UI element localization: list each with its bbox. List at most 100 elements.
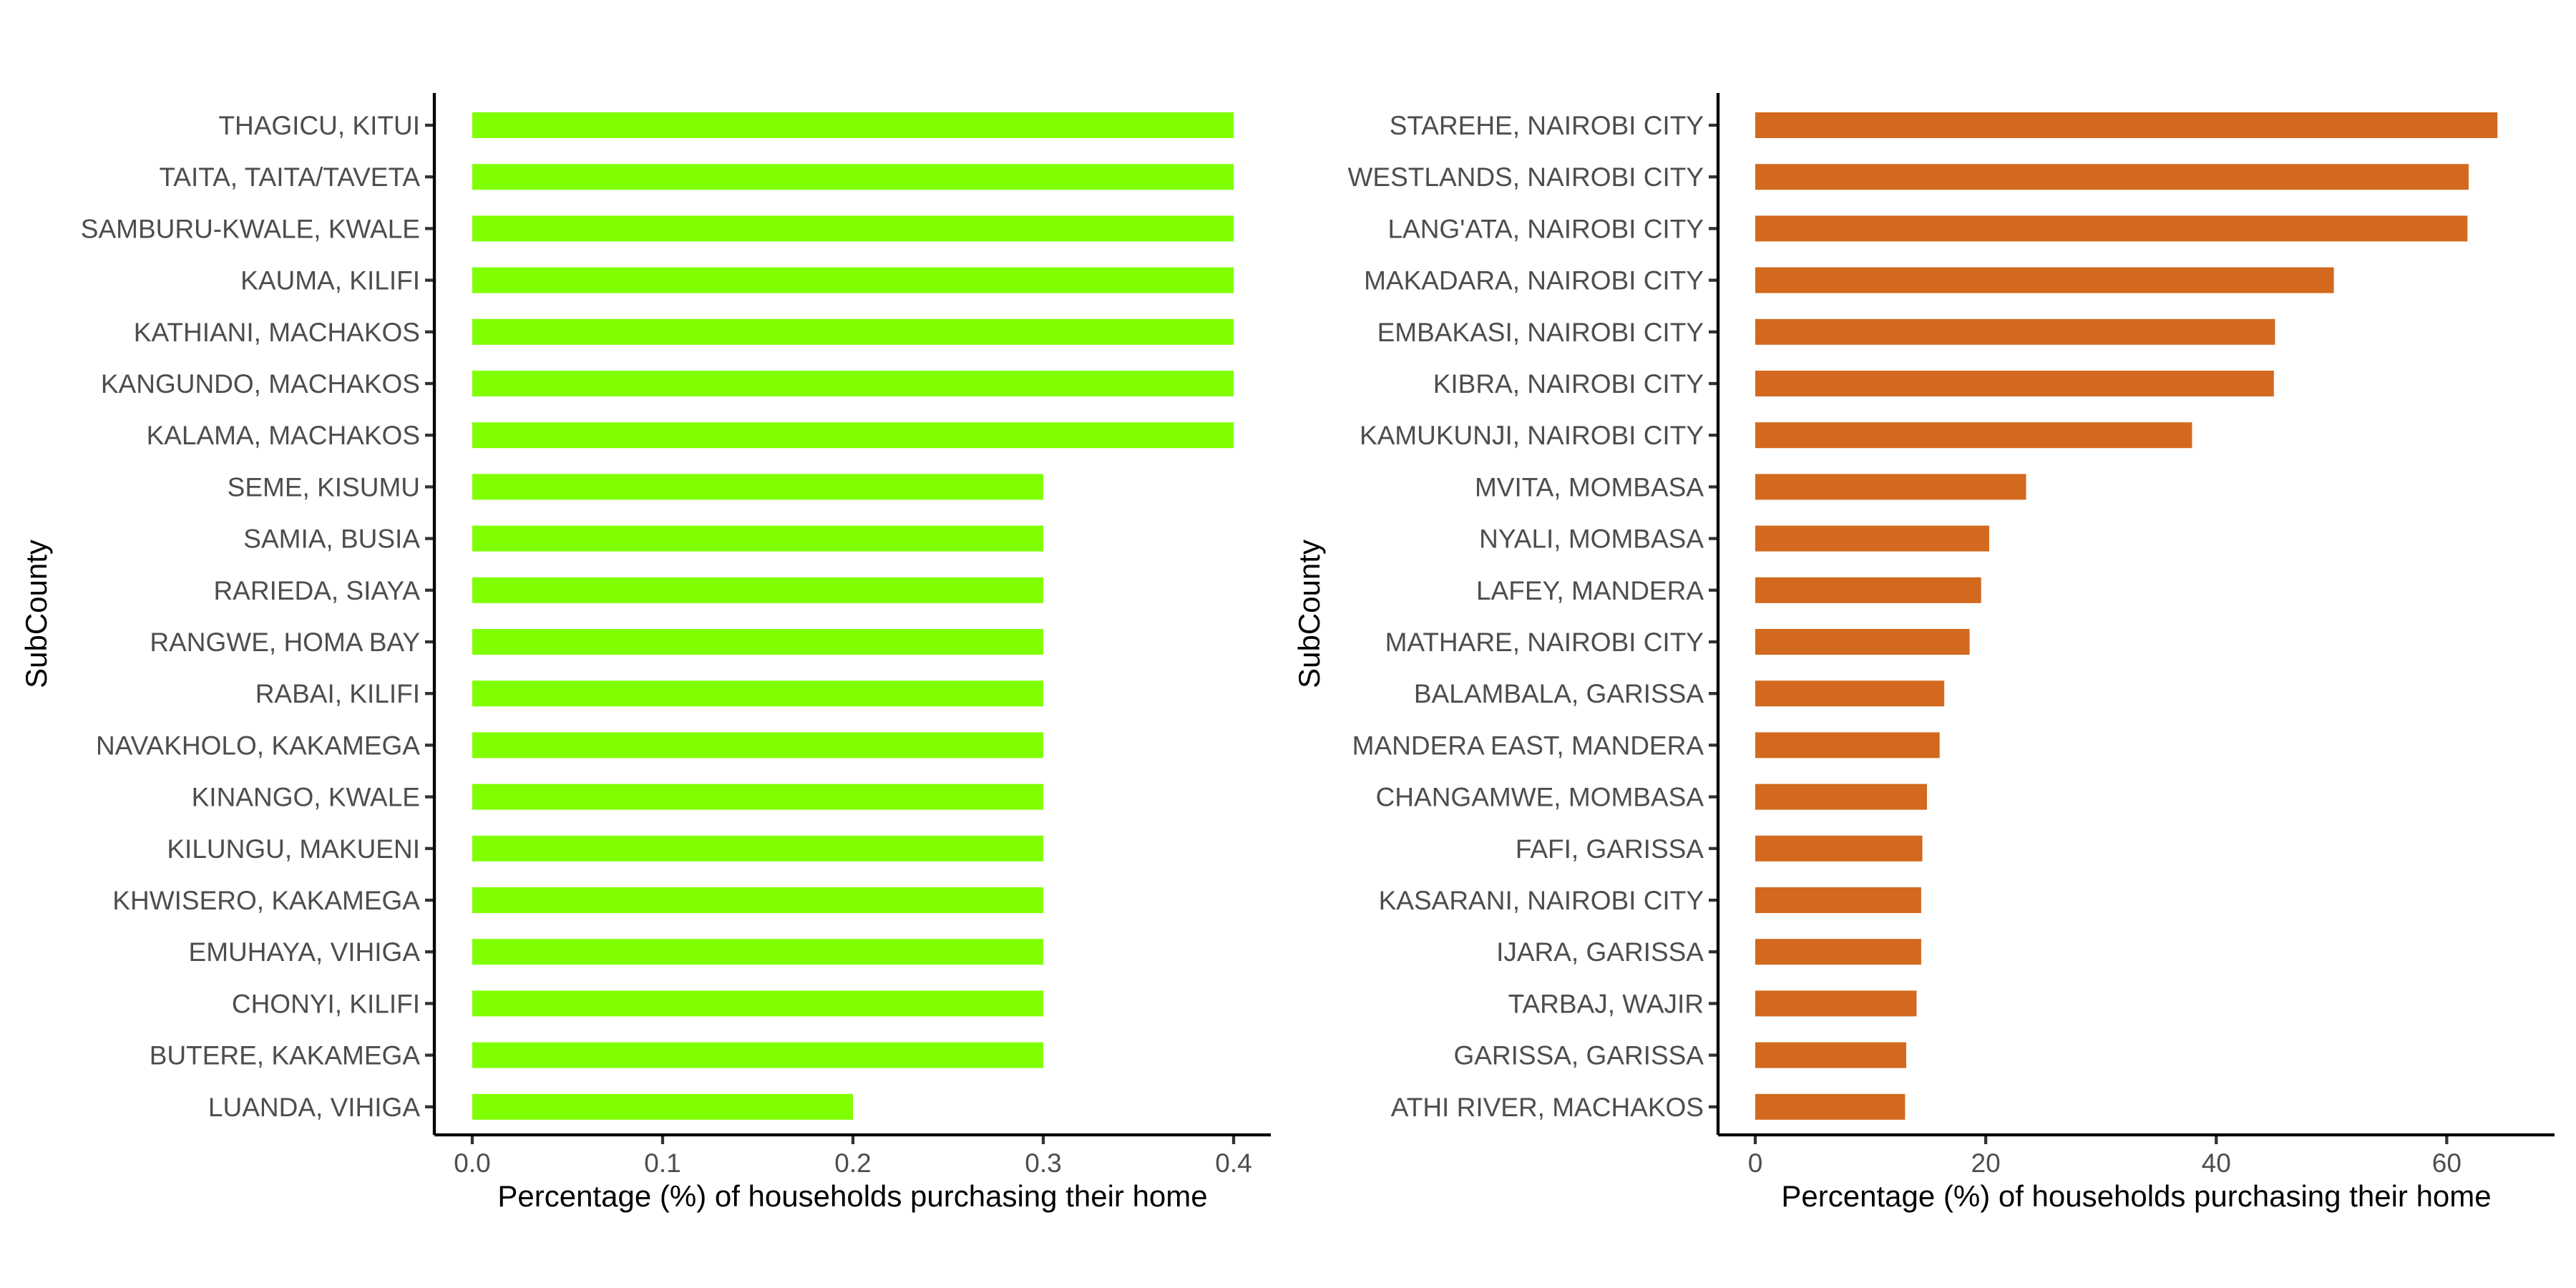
right-bar (1755, 835, 1923, 862)
left-x-axis-title: Percentage (%) of households purchasing … (497, 1179, 1207, 1213)
left-bar (472, 990, 1043, 1017)
left-bar (472, 525, 1043, 552)
left-bar (472, 267, 1234, 293)
right-x-tick-label: 0 (1748, 1148, 1763, 1178)
right-y-tick-label: NYALI, MOMBASA (1479, 525, 1704, 554)
right-bar (1755, 629, 1970, 655)
right-y-tick-label: EMBAKASI, NAIROBI CITY (1377, 318, 1704, 347)
left-y-tick-label: KANGUNDO, MACHAKOS (101, 369, 420, 399)
right-y-tick-label: LANG'ATA, NAIROBI CITY (1387, 214, 1704, 243)
left-y-axis-title: SubCounty (19, 540, 53, 688)
left-y-tick-label: KHWISERO, KAKAMEGA (112, 886, 420, 915)
left-y-tick-label: CHONYI, KILIFI (232, 989, 420, 1018)
right-y-ticks: STAREHE, NAIROBI CITY WESTLANDS, NAIROBI … (1347, 111, 1718, 1122)
right-y-tick-label: WESTLANDS, NAIROBI CITY (1347, 162, 1704, 192)
left-y-tick-label: KILUNGU, MAKUENI (167, 834, 420, 864)
left-y-tick-label: TAITA, TAITA/TAVETA (159, 162, 420, 192)
left-bar (472, 680, 1043, 707)
right-x-axis-title: Percentage (%) of households purchasing … (1781, 1179, 2491, 1213)
right-bar (1755, 1042, 1906, 1068)
right-chart-panel: STAREHE, NAIROBI CITY WESTLANDS, NAIROBI … (1292, 93, 2555, 1213)
left-bar (472, 835, 1043, 862)
left-y-tick-label: KAUMA, KILIFI (240, 266, 420, 296)
left-y-tick-label: SEME, KISUMU (228, 472, 420, 502)
left-bar (472, 474, 1043, 500)
left-y-tick-label: NAVAKHOLO, KAKAMEGA (96, 731, 420, 760)
right-bar (1755, 474, 2026, 500)
left-y-tick-label: KATHIANI, MACHAKOS (134, 318, 420, 347)
right-bar (1755, 371, 2274, 396)
left-x-tick-label: 0.4 (1215, 1148, 1252, 1178)
right-y-tick-label: FAFI, GARISSA (1516, 834, 1704, 864)
right-y-tick-label: KAMUKUNJI, NAIROBI CITY (1360, 421, 1704, 450)
right-y-tick-label: TARBAJ, WAJIR (1508, 989, 1704, 1018)
left-bar (472, 1093, 853, 1120)
left-y-tick-label: KALAMA, MACHAKOS (147, 421, 420, 450)
left-bar (472, 629, 1043, 655)
left-y-tick-label: RABAI, KILIFI (255, 679, 420, 708)
right-bar (1755, 1093, 1906, 1120)
left-bar (472, 1042, 1043, 1068)
right-y-axis-title: SubCounty (1292, 540, 1326, 688)
left-x-tick-label: 0.2 (834, 1148, 871, 1178)
left-chart-panel: THAGICU, KITUI TAITA, TAITA/TAVETA SAMBURU… (19, 93, 1271, 1213)
right-bar (1755, 939, 1921, 965)
left-bar (472, 784, 1043, 810)
left-bar (472, 939, 1043, 965)
right-bar (1755, 525, 1989, 552)
right-bar (1755, 577, 1981, 603)
right-bar (1755, 732, 1940, 758)
right-y-tick-label: MAKADARA, NAIROBI CITY (1364, 266, 1704, 296)
left-y-tick-label: SAMBURU-KWALE, KWALE (81, 214, 420, 243)
right-y-tick-label: KIBRA, NAIROBI CITY (1433, 369, 1704, 399)
right-y-tick-label: MANDERA EAST, MANDERA (1352, 731, 1704, 760)
right-bar (1755, 215, 2468, 242)
right-y-tick-label: BALAMBALA, GARISSA (1414, 679, 1704, 708)
left-y-tick-label: THAGICU, KITUI (218, 111, 420, 140)
right-y-tick-label: LAFEY, MANDERA (1476, 576, 1704, 605)
left-bar (472, 215, 1234, 242)
right-y-tick-label: GARISSA, GARISSA (1453, 1041, 1704, 1070)
right-y-tick-label: STAREHE, NAIROBI CITY (1390, 111, 1704, 140)
right-y-tick-label: ATHI RIVER, MACHAKOS (1391, 1093, 1704, 1122)
left-x-ticks: 0.0 0.1 0.2 0.3 0.4 (454, 1135, 1252, 1178)
left-bar (472, 422, 1234, 449)
left-y-tick-label: RANGWE, HOMA BAY (150, 628, 420, 657)
left-bar (472, 371, 1234, 396)
left-bar (472, 732, 1043, 758)
right-y-tick-label: MVITA, MOMBASA (1475, 472, 1704, 502)
left-y-ticks: THAGICU, KITUI TAITA, TAITA/TAVETA SAMBURU… (81, 111, 434, 1122)
left-bar (472, 164, 1234, 190)
left-y-tick-label: KINANGO, KWALE (192, 783, 420, 812)
right-bar (1755, 990, 1917, 1017)
right-x-tick-label: 40 (2202, 1148, 2231, 1178)
left-bar (472, 887, 1043, 913)
right-bar (1755, 422, 2192, 449)
right-y-tick-label: IJARA, GARISSA (1496, 937, 1704, 967)
right-bar (1755, 680, 1945, 707)
left-y-tick-label: EMUHAYA, VIHIGA (189, 937, 421, 967)
left-x-tick-label: 0.1 (644, 1148, 680, 1178)
right-y-tick-label: MATHARE, NAIROBI CITY (1385, 628, 1704, 657)
right-x-ticks: 0 20 40 60 (1748, 1135, 2462, 1178)
right-x-tick-label: 60 (2432, 1148, 2462, 1178)
right-bar (1755, 164, 2469, 190)
right-x-tick-label: 20 (1971, 1148, 2001, 1178)
right-bars (1755, 112, 2498, 1120)
right-bar (1755, 267, 2334, 293)
left-x-tick-label: 0.3 (1025, 1148, 1061, 1178)
left-x-tick-label: 0.0 (454, 1148, 490, 1178)
right-y-tick-label: CHANGAMWE, MOMBASA (1376, 783, 1704, 812)
right-bar (1755, 318, 2275, 345)
right-bar (1755, 112, 2498, 138)
left-y-tick-label: RARIEDA, SIAYA (213, 576, 420, 605)
left-y-tick-label: SAMIA, BUSIA (243, 525, 420, 554)
left-bar (472, 577, 1043, 603)
right-bar (1755, 887, 1921, 913)
left-y-tick-label: LUANDA, VIHIGA (208, 1093, 420, 1122)
right-bar (1755, 784, 1927, 810)
right-y-tick-label: KASARANI, NAIROBI CITY (1379, 886, 1704, 915)
left-y-tick-label: BUTERE, KAKAMEGA (150, 1041, 421, 1070)
